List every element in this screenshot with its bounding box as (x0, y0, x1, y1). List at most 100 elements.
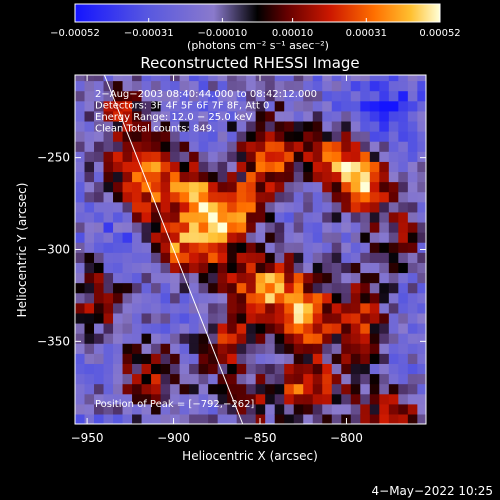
heatmap-cell (255, 201, 266, 213)
heatmap-cell (208, 252, 219, 263)
heatmap-cell (303, 221, 314, 233)
heatmap-cell (322, 272, 333, 284)
heatmap-cell (236, 110, 247, 122)
heatmap-cell (103, 262, 114, 274)
heatmap-cell (94, 262, 105, 274)
heatmap-cell (255, 353, 266, 364)
heatmap-cell (75, 363, 86, 375)
heatmap-cell (350, 171, 361, 183)
heatmap-cell (179, 232, 190, 243)
heatmap-cell (369, 312, 380, 324)
heatmap-cell (331, 141, 342, 152)
heatmap-cell (398, 151, 409, 162)
heatmap-cell (312, 201, 323, 213)
heatmap-cell (94, 141, 105, 152)
heatmap-cell (236, 120, 247, 132)
heatmap-cell (170, 191, 181, 203)
heatmap-cell (84, 221, 95, 233)
heatmap-cell (312, 343, 323, 354)
heatmap-cell (255, 191, 266, 203)
heatmap-cell (379, 100, 390, 112)
heatmap-cell (369, 201, 380, 213)
heatmap-cell (369, 343, 380, 354)
heatmap-cell (170, 373, 181, 385)
heatmap-cell (151, 90, 162, 102)
heatmap-cell (208, 120, 219, 132)
heatmap-cell (151, 322, 162, 334)
heatmap-cell (255, 383, 266, 395)
heatmap-cell (132, 413, 143, 424)
heatmap-cell (274, 373, 285, 385)
heatmap-cell (398, 282, 409, 294)
heatmap-cell (160, 90, 171, 102)
heatmap-cell (265, 413, 276, 424)
heatmap-cell (198, 110, 209, 122)
heatmap-cell (217, 131, 228, 142)
heatmap-cell (198, 201, 209, 213)
timestamp: 4−May−2022 10:25 (372, 484, 494, 498)
heatmap-cell (388, 131, 399, 142)
heatmap-cell (132, 302, 143, 314)
heatmap-cell (331, 413, 342, 424)
heatmap-cell (265, 262, 276, 274)
heatmap-cell (170, 120, 181, 132)
heatmap-cell (122, 363, 133, 375)
heatmap-cell (293, 393, 304, 405)
heatmap-pixels (75, 75, 426, 424)
heatmap-cell (236, 383, 247, 395)
heatmap-cell (284, 413, 295, 424)
heatmap-cell (84, 120, 95, 132)
heatmap-cell (398, 171, 409, 183)
heatmap-cell (103, 302, 114, 314)
heatmap-cell (274, 161, 285, 173)
heatmap-cell (246, 90, 257, 102)
heatmap-cell (151, 221, 162, 233)
heatmap-cell (170, 262, 181, 274)
heatmap-cell (170, 292, 181, 304)
heatmap-cell (122, 80, 133, 92)
heatmap-cell (274, 80, 285, 92)
heatmap-cell (103, 373, 114, 385)
heatmap-cell (236, 211, 247, 223)
heatmap-cell (75, 232, 86, 243)
heatmap-cell (103, 211, 114, 223)
heatmap-cell (189, 363, 200, 375)
heatmap-cell (236, 393, 247, 405)
heatmap-cell (217, 343, 228, 354)
heatmap-cell (265, 252, 276, 263)
heatmap-cell (94, 232, 105, 243)
heatmap-cell (160, 181, 171, 193)
heatmap-cell (417, 383, 426, 395)
heatmap-cell (360, 333, 371, 344)
heatmap-cell (360, 322, 371, 334)
heatmap-cell (189, 383, 200, 395)
heatmap-cell (227, 171, 238, 183)
heatmap-cell (217, 232, 228, 243)
heatmap-cell (208, 322, 219, 334)
heatmap-cell (84, 292, 95, 304)
heatmap-cell (274, 181, 285, 193)
colorbar-tick-label: 0.00031 (346, 28, 387, 39)
heatmap-cell (132, 191, 143, 203)
heatmap-cell (75, 292, 86, 304)
heatmap-cell (170, 232, 181, 243)
heatmap-cell (350, 282, 361, 294)
heatmap-cell (322, 282, 333, 294)
heatmap-cell (255, 75, 266, 82)
heatmap-cell (312, 191, 323, 203)
heatmap-cell (75, 413, 86, 424)
heatmap-cell (388, 201, 399, 213)
heatmap-cell (198, 232, 209, 243)
heatmap-cell (331, 131, 342, 142)
heatmap-cell (312, 373, 323, 385)
heatmap-cell (75, 80, 86, 92)
heatmap-cell (227, 413, 238, 424)
heatmap-cell (284, 242, 295, 253)
heatmap-cell (170, 312, 181, 324)
heatmap-cell (94, 242, 105, 253)
heatmap-cell (94, 80, 105, 92)
x-axis-label: Heliocentric X (arcsec) (182, 449, 318, 463)
heatmap-cell (303, 333, 314, 344)
heatmap-cell (84, 262, 95, 274)
heatmap-cell (331, 90, 342, 102)
